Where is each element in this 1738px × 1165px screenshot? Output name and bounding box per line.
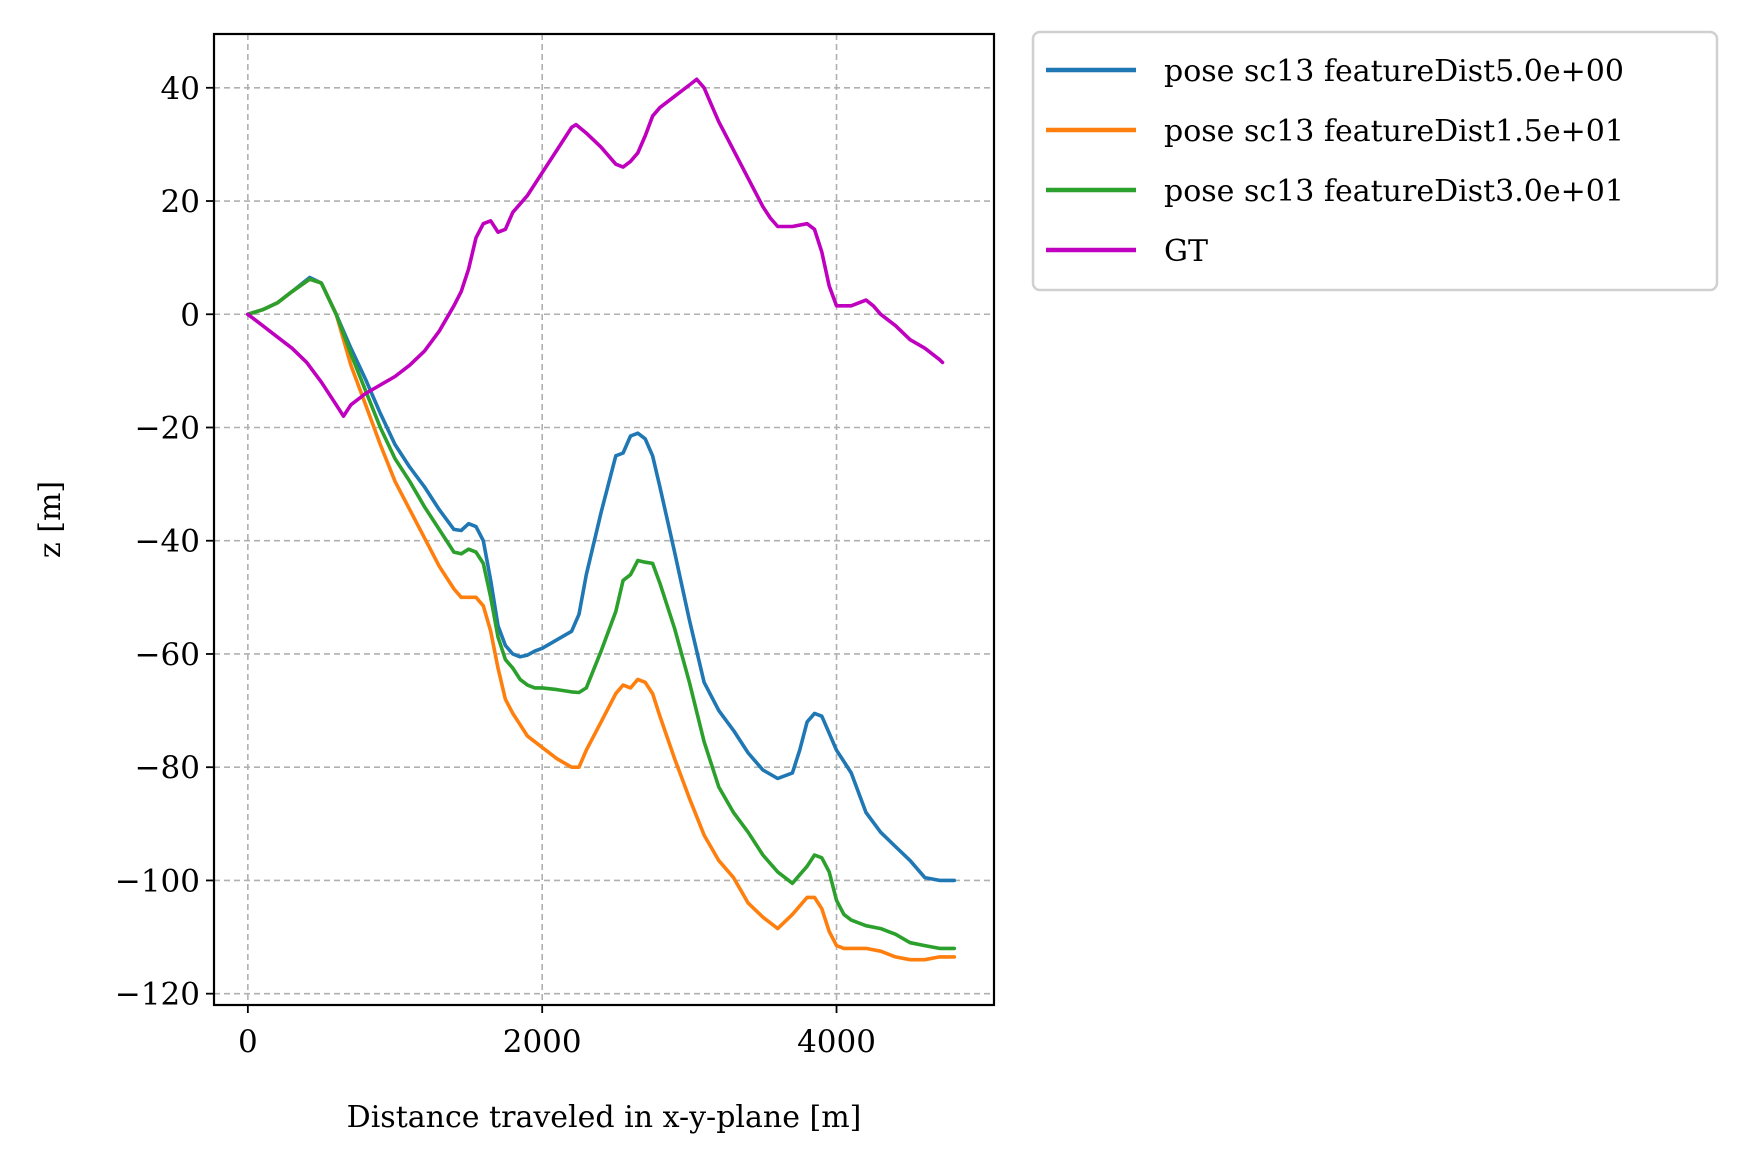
- legend-frame: [1031, 30, 1719, 292]
- y-tick-label: −20: [135, 410, 200, 446]
- x-tick-label: 2000: [503, 1024, 582, 1060]
- y-tick-label: −120: [115, 977, 200, 1013]
- legend-label-gt: GT: [1164, 234, 1208, 269]
- legend: pose sc13 featureDist5.0e+00 pose sc13 f…: [1031, 30, 1719, 292]
- x-tick-label: 4000: [797, 1024, 876, 1060]
- legend-label-feature-dist-30: pose sc13 featureDist3.0e+01: [1164, 174, 1624, 209]
- y-tick-label: 40: [161, 71, 200, 107]
- y-tick-label: 0: [180, 297, 200, 333]
- y-tick-label: −80: [135, 750, 200, 786]
- plot-frame: [212, 32, 996, 1007]
- x-axis-label: Distance traveled in x-y-plane [m]: [347, 1100, 862, 1135]
- series-line-feature-dist-15: [246, 277, 957, 962]
- series-line-feature-dist-5: [246, 275, 957, 883]
- y-tick-label: −40: [135, 524, 200, 560]
- series-group: [246, 77, 957, 962]
- series-line-feature-dist-30: [246, 277, 957, 951]
- y-tick-label: −60: [135, 637, 200, 673]
- y-tick-label: 20: [161, 184, 200, 220]
- grid: [214, 34, 994, 1005]
- y-tick-label: −100: [115, 863, 200, 899]
- legend-label-feature-dist-15: pose sc13 featureDist1.5e+01: [1164, 114, 1624, 149]
- series-line-gt: [246, 77, 945, 419]
- y-axis-label: z [m]: [33, 481, 68, 558]
- legend-label-feature-dist-5: pose sc13 featureDist5.0e+00: [1164, 54, 1624, 89]
- ticks: 0 2000 4000 40 20 0 −20 −40 −60 −80 −100 −120: [115, 71, 876, 1060]
- x-tick-label: 0: [238, 1024, 258, 1060]
